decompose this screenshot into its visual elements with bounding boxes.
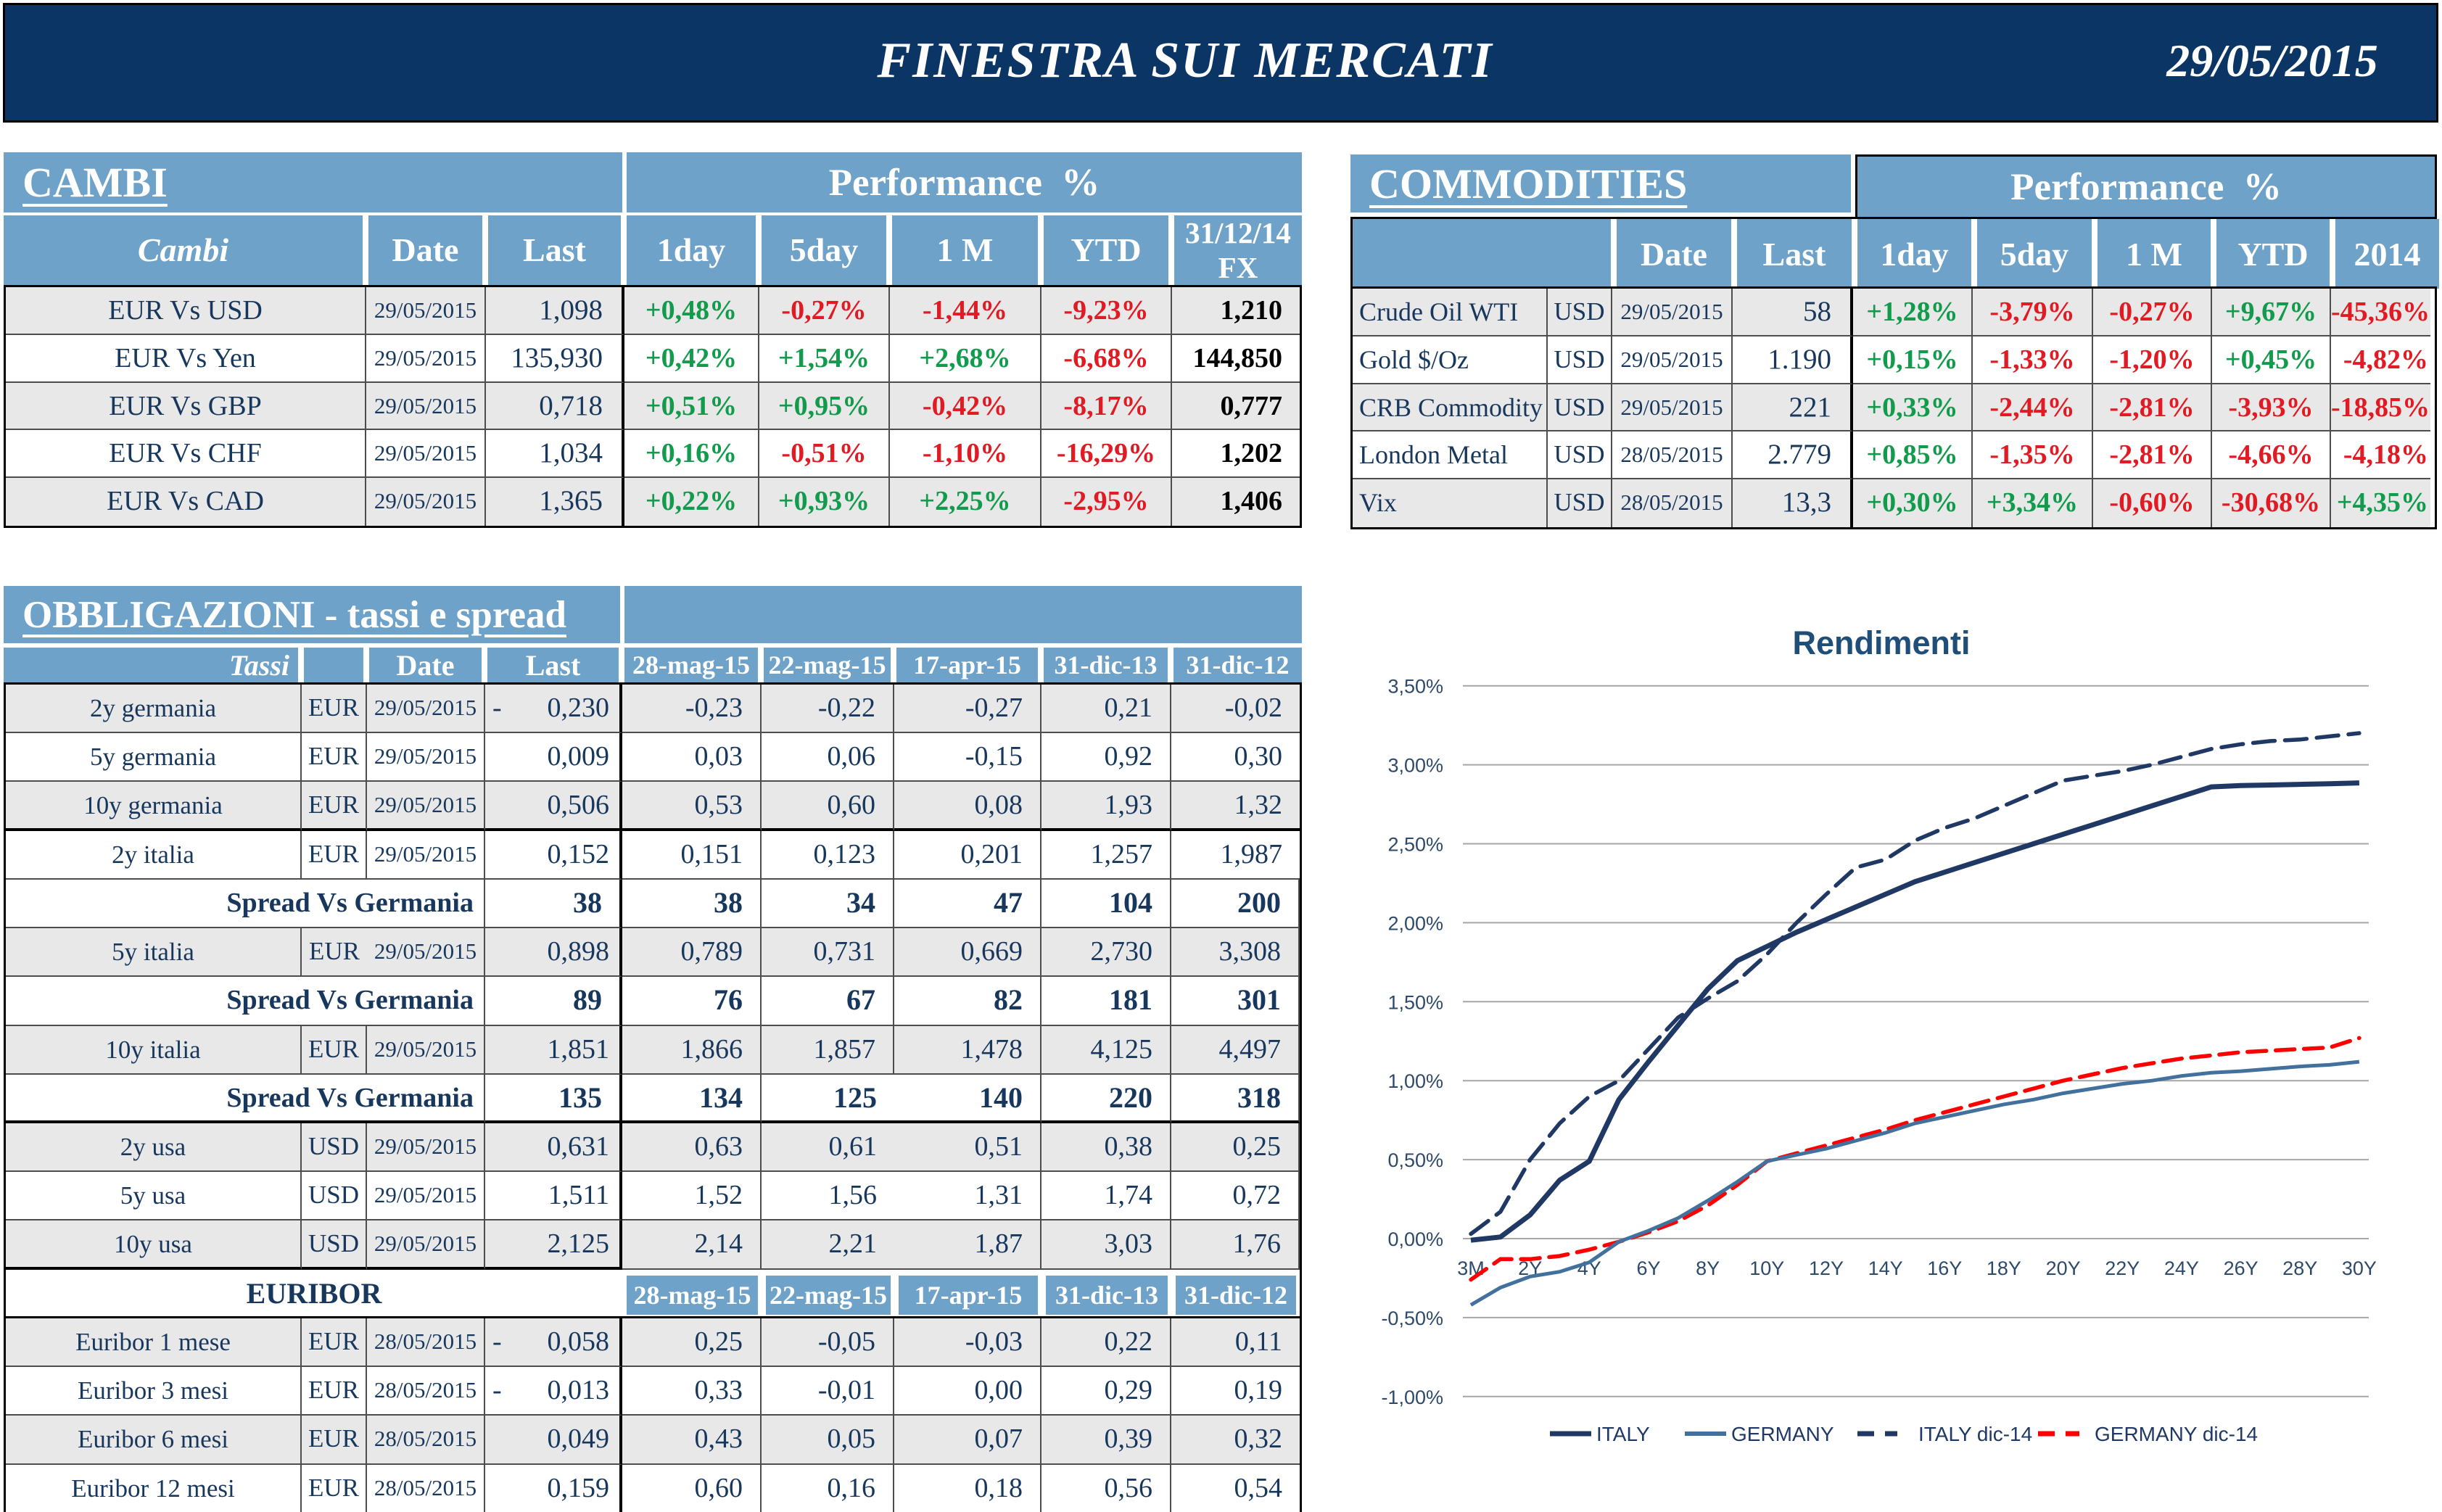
svg-text:20Y: 20Y xyxy=(2046,1257,2081,1279)
svg-text:2,00%: 2,00% xyxy=(1387,912,1443,934)
svg-text:24Y: 24Y xyxy=(2164,1257,2199,1279)
svg-text:12Y: 12Y xyxy=(1809,1257,1844,1279)
svg-text:3,50%: 3,50% xyxy=(1387,676,1443,698)
svg-text:18Y: 18Y xyxy=(1987,1257,2021,1279)
svg-text:16Y: 16Y xyxy=(1927,1257,1962,1279)
svg-text:ITALY: ITALY xyxy=(1596,1423,1650,1445)
svg-text:GERMANY dic-14: GERMANY dic-14 xyxy=(2095,1423,2258,1445)
svg-text:22Y: 22Y xyxy=(2105,1257,2140,1279)
svg-text:6Y: 6Y xyxy=(1636,1257,1660,1279)
svg-text:ITALY dic-14: ITALY dic-14 xyxy=(1918,1423,2032,1445)
svg-text:28Y: 28Y xyxy=(2282,1257,2317,1279)
svg-text:2,50%: 2,50% xyxy=(1387,834,1443,856)
svg-text:0,00%: 0,00% xyxy=(1387,1228,1443,1250)
svg-text:26Y: 26Y xyxy=(2224,1257,2259,1279)
svg-text:Rendimenti: Rendimenti xyxy=(1792,624,1970,661)
svg-text:0,50%: 0,50% xyxy=(1387,1149,1443,1171)
svg-text:10Y: 10Y xyxy=(1749,1257,1784,1279)
svg-text:-1,00%: -1,00% xyxy=(1381,1387,1443,1408)
svg-text:30Y: 30Y xyxy=(2342,1257,2377,1279)
svg-text:-0,50%: -0,50% xyxy=(1381,1307,1443,1329)
svg-text:3,00%: 3,00% xyxy=(1387,755,1443,777)
svg-text:1,50%: 1,50% xyxy=(1387,991,1443,1013)
svg-text:3M: 3M xyxy=(1457,1257,1485,1279)
svg-text:GERMANY: GERMANY xyxy=(1731,1423,1834,1445)
svg-text:1,00%: 1,00% xyxy=(1387,1070,1443,1092)
svg-text:14Y: 14Y xyxy=(1868,1257,1903,1279)
svg-text:8Y: 8Y xyxy=(1696,1257,1720,1279)
